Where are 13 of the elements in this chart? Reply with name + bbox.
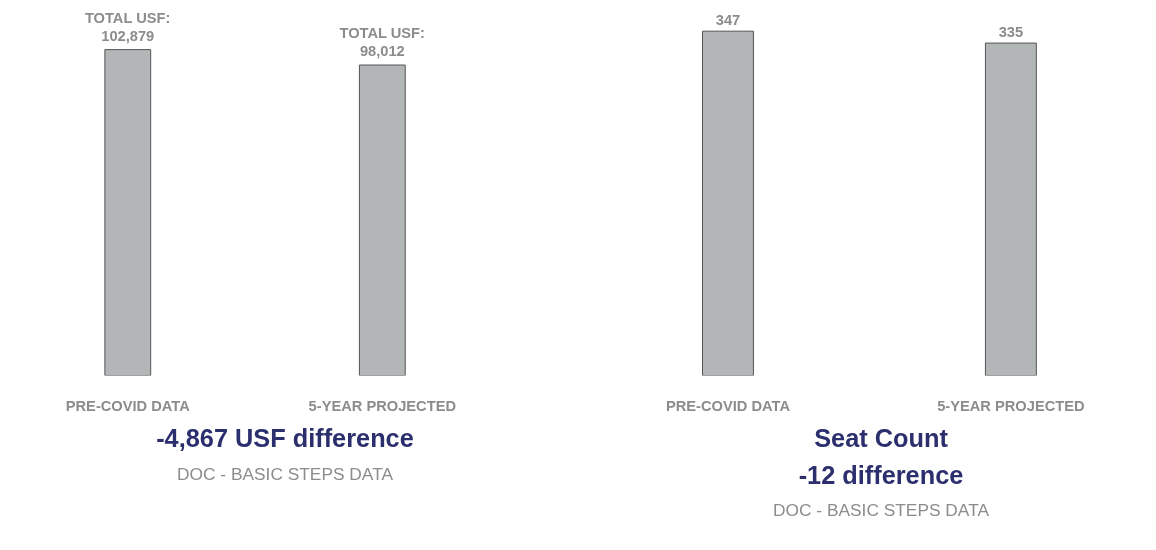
text: -4,867 USF difference <box>156 424 414 452</box>
text: Seat Count <box>814 424 948 452</box>
x-tick-label: 5-YEAR PROJECTED <box>937 397 1085 414</box>
data-label: TOTAL USF: 102,879 <box>84 10 171 44</box>
x-tick-label: PRE-COVID DATA <box>65 397 191 414</box>
text: -12 difference <box>798 460 964 489</box>
data-label: 335 <box>998 24 1024 41</box>
data-label: TOTAL USF: 98,012 <box>339 25 425 60</box>
text: DOC - BASIC STEPS DATA <box>773 499 989 523</box>
x-tick-label: 5-YEAR PROJECTED <box>308 397 457 414</box>
text: DOC - BASIC STEPS DATA <box>177 462 393 486</box>
data-label: 347 <box>715 12 741 29</box>
x-tick-label: PRE-COVID DATA <box>665 397 791 414</box>
